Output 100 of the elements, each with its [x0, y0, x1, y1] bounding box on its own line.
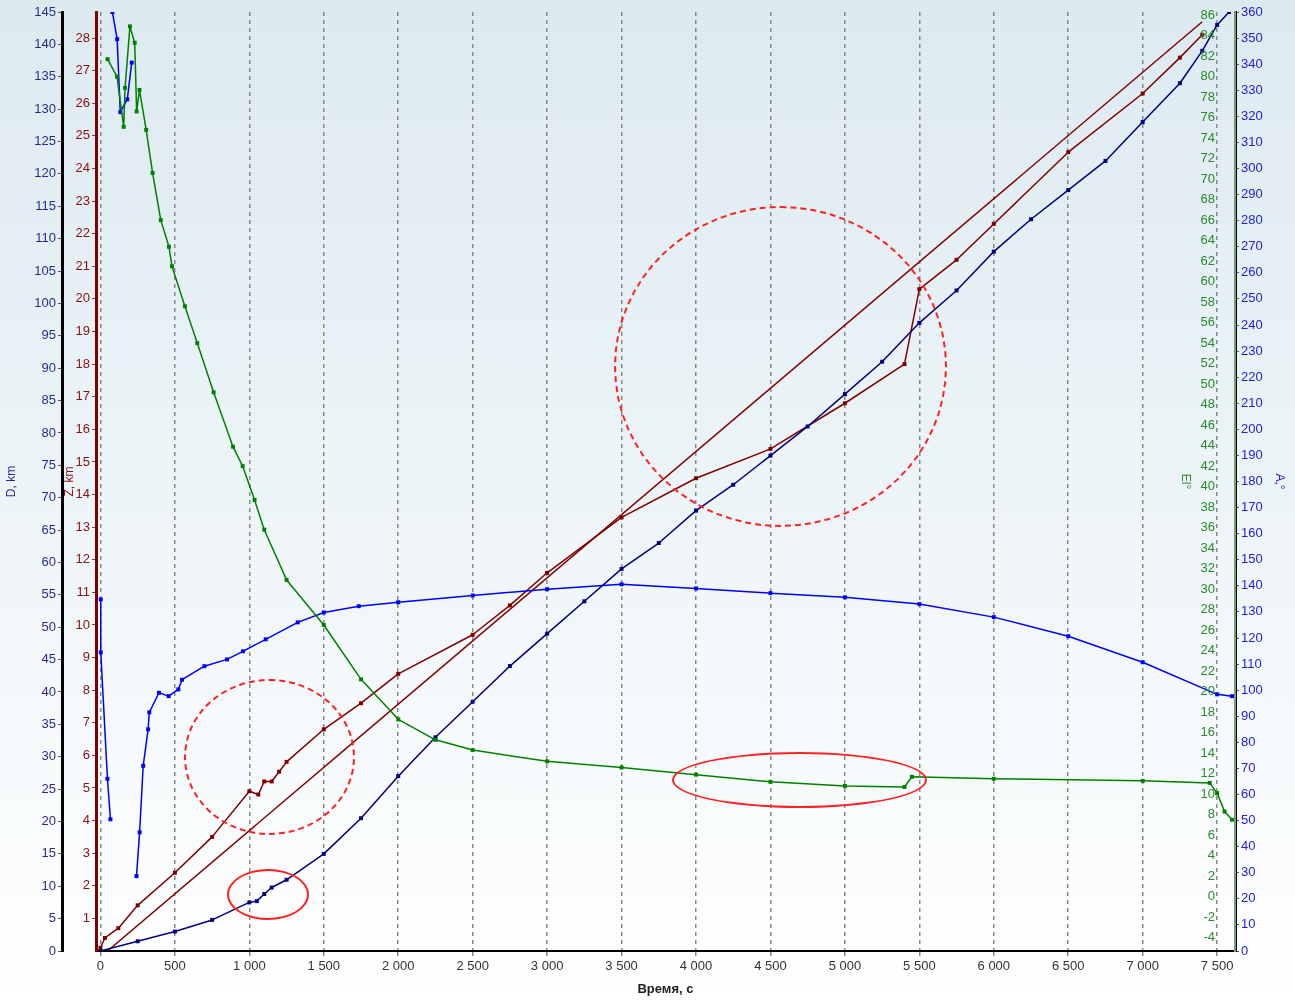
point	[954, 288, 959, 293]
point	[284, 577, 289, 582]
y-tick-label: 5	[48, 910, 56, 926]
y2-tick-label: 2	[1207, 867, 1215, 883]
y-tick-label: 60	[41, 554, 56, 570]
y2-tick-label: 13	[75, 518, 90, 534]
y2-tick-label: 350	[1241, 29, 1263, 45]
point	[240, 464, 245, 469]
y-tick-label: 40	[41, 683, 56, 699]
point	[231, 444, 235, 449]
y2-tick-label: 200	[1241, 420, 1263, 436]
point	[116, 926, 121, 931]
y2-tick-label: 330	[1241, 81, 1263, 97]
point	[768, 779, 773, 784]
point	[1177, 81, 1182, 86]
y2-tick-label: -2	[1203, 908, 1215, 924]
y2-tick-label: 2	[82, 877, 90, 893]
y2-tick-label: 12	[1200, 765, 1215, 781]
point	[105, 776, 110, 781]
point	[359, 816, 363, 821]
point	[225, 657, 229, 662]
y2-tick-label: 3	[82, 844, 90, 860]
point	[254, 899, 259, 904]
y-tick-label: 30	[41, 748, 56, 764]
point	[359, 701, 363, 706]
y2-tick-label: 64	[1200, 232, 1215, 248]
y2-tick-label: 340	[1241, 55, 1263, 71]
y2-tick-label: 28	[75, 29, 90, 45]
y-tick-label: 95	[41, 327, 56, 343]
y2-tick-label: 170	[1241, 499, 1263, 515]
y2-tick-label: 240	[1241, 316, 1263, 332]
point	[1230, 817, 1234, 822]
point	[1140, 120, 1145, 125]
point	[396, 774, 401, 779]
y2-tick-label: 270	[1241, 238, 1263, 254]
y2-tick-label: 130	[1241, 603, 1263, 619]
point	[263, 637, 268, 642]
point	[1207, 780, 1212, 785]
y2-tick-label: 72	[1200, 150, 1215, 166]
point	[1177, 55, 1182, 60]
point	[507, 664, 512, 669]
point	[102, 935, 107, 940]
point	[396, 717, 401, 722]
point	[619, 566, 624, 571]
point	[295, 620, 300, 625]
y2-tick-label: 74	[1200, 129, 1215, 145]
point	[135, 939, 140, 944]
y2-tick-label: 17	[75, 388, 90, 404]
point	[134, 109, 139, 114]
point	[694, 508, 698, 513]
point	[768, 446, 773, 451]
point	[277, 769, 282, 774]
point	[127, 24, 132, 29]
point	[169, 264, 174, 269]
point	[842, 595, 847, 600]
y2-tick-label: 14	[75, 486, 90, 502]
y2-tick-label: 9	[82, 649, 90, 665]
point	[1103, 158, 1108, 163]
y2-tick-label: 160	[1241, 525, 1263, 541]
y2-tick-label: 310	[1241, 133, 1263, 149]
y-tick-label: 85	[41, 392, 56, 408]
point	[321, 610, 326, 615]
y2-tick-label: 20	[75, 290, 90, 306]
y2-tick-label: 30	[1200, 580, 1215, 596]
y2-tick-label: 220	[1241, 368, 1263, 384]
x-tick-label: 5 500	[903, 958, 936, 974]
point	[768, 591, 773, 596]
x-tick-label: 4 000	[679, 958, 713, 974]
y2-tick-label: 82	[1200, 47, 1215, 63]
y-tick-label: 125	[34, 133, 56, 149]
point	[991, 221, 996, 226]
point	[269, 779, 274, 784]
point	[1066, 150, 1071, 155]
y2-tick-label: 86	[1200, 6, 1215, 22]
point	[470, 748, 475, 753]
y2-tick-label: 32	[1200, 560, 1215, 576]
point	[902, 362, 907, 367]
point	[172, 870, 177, 875]
y2-tick-label: 16	[1200, 724, 1215, 740]
point	[470, 699, 475, 704]
y-tick-label: 145	[34, 3, 56, 19]
point	[619, 515, 624, 520]
x-tick-label: 4 500	[754, 958, 787, 974]
y2-tick-label: 24	[75, 160, 90, 176]
y2-tick-label: 18	[75, 355, 90, 371]
point	[909, 774, 914, 779]
y-tick-label: 0	[48, 942, 56, 958]
point	[842, 392, 847, 397]
y2-tick-label: 30	[1241, 864, 1256, 880]
point	[1140, 660, 1145, 665]
y2-tick-label: 210	[1241, 394, 1263, 410]
y2-tick-label: 360	[1241, 3, 1263, 19]
x-tick-label: 6 500	[1051, 958, 1085, 974]
point	[656, 541, 661, 545]
x-tick-label: 3 000	[530, 958, 564, 974]
point	[902, 785, 907, 789]
y2-tick-label: 8	[1207, 806, 1215, 822]
point	[917, 287, 922, 292]
point	[166, 694, 171, 699]
y2-tick-label: 7	[82, 714, 90, 730]
